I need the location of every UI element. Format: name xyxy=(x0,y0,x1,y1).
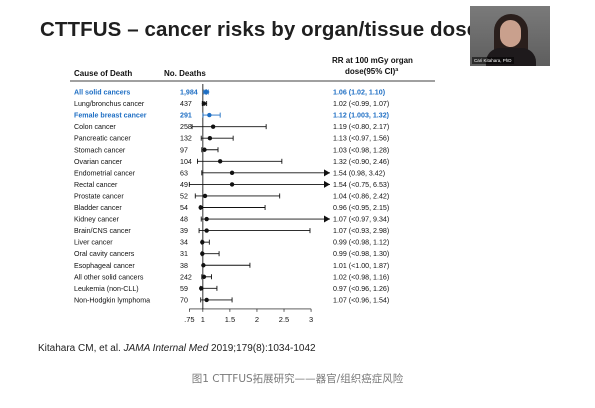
row-cause-label: Non-Hodgkin lymphoma xyxy=(74,296,150,304)
row-rr-ci-label: 1.06 (1.02, 1.10) xyxy=(333,89,386,97)
row-rr-ci-label: 0.97 (<0.96, 1.26) xyxy=(333,285,389,293)
x-tick-label: 1 xyxy=(201,315,205,324)
row-deaths-value: 31 xyxy=(180,250,188,258)
row-deaths-value: 70 xyxy=(180,296,188,304)
row-deaths-value: 34 xyxy=(180,239,188,247)
row-deaths-value: 258 xyxy=(180,123,192,131)
point-estimate xyxy=(202,147,207,152)
row-rr-ci-label: 1.12 (1.003, 1.32) xyxy=(333,112,390,120)
row-rr-ci-label: 1.54 (<0.75, 6.53) xyxy=(333,181,389,189)
row-deaths-value: 437 xyxy=(180,100,192,108)
row-rr-ci-label: 0.99 (<0.98, 1.30) xyxy=(333,250,389,258)
header-rr-line2: dose(95% CI)ª xyxy=(345,67,398,76)
x-tick-label: .75 xyxy=(184,315,194,324)
webcam-name-label: Cari Kitahara, PhD xyxy=(472,57,514,64)
row-rr-ci-label: 1.04 (<0.86, 2.42) xyxy=(333,192,389,200)
row-cause-label: Liver cancer xyxy=(74,239,113,247)
row-deaths-value: 54 xyxy=(180,204,188,212)
row-cause-label: Bladder cancer xyxy=(74,204,122,212)
row-rr-ci-label: 1.07 (<0.93, 2.98) xyxy=(333,227,389,235)
point-estimate xyxy=(200,239,205,245)
row-deaths-value: 97 xyxy=(180,146,188,154)
x-tick-label: 1.5 xyxy=(225,315,235,324)
citation-details: 2019;179(8):1034-1042 xyxy=(208,343,316,354)
webcam-thumbnail: Cari Kitahara, PhD xyxy=(470,6,550,66)
point-estimate xyxy=(201,263,206,268)
forest-plot: Cause of Death No. Deaths RR at 100 mGy or… xyxy=(70,56,435,324)
citation-authors: Kitahara CM, et al. xyxy=(38,343,124,354)
ci-arrow-right xyxy=(324,169,330,177)
point-estimate xyxy=(199,286,204,291)
row-deaths-value: 38 xyxy=(180,262,188,270)
row-cause-label: Lung/bronchus cancer xyxy=(74,100,145,108)
point-estimate xyxy=(204,216,209,222)
row-rr-ci-label: 1.02 (<0.98, 1.16) xyxy=(333,273,389,281)
x-tick-label: 2 xyxy=(255,315,259,324)
row-deaths-value: 39 xyxy=(180,227,188,235)
figure-caption: 图1 CTTFUS拓展研究——器官/组织癌症风险 xyxy=(191,373,404,385)
point-estimate xyxy=(204,228,209,233)
point-estimate xyxy=(207,136,213,141)
row-cause-label: Leukemia (non-CLL) xyxy=(74,285,139,293)
row-cause-label: Pancreatic cancer xyxy=(74,135,131,143)
row-cause-label: All solid cancers xyxy=(74,89,130,97)
row-rr-ci-label: 1.19 (<0.80, 2.17) xyxy=(333,123,389,131)
row-cause-label: Endometrial cancer xyxy=(74,169,136,177)
point-estimate xyxy=(229,182,235,187)
point-estimate xyxy=(201,101,207,106)
ci-arrow-right xyxy=(324,215,330,223)
row-deaths-value: 49 xyxy=(180,181,188,189)
header-cause: Cause of Death xyxy=(74,69,132,78)
row-cause-label: All other solid cancers xyxy=(74,273,144,281)
row-deaths-value: 242 xyxy=(180,273,192,281)
row-rr-ci-label: 1.03 (<0.98, 1.28) xyxy=(333,146,389,154)
row-cause-label: Colon cancer xyxy=(74,123,116,131)
citation-journal: JAMA Internal Med xyxy=(123,343,209,354)
row-cause-label: Ovarian cancer xyxy=(74,158,123,166)
point-estimate xyxy=(201,274,207,279)
row-cause-label: Oral cavity cancers xyxy=(74,250,135,258)
point-estimate xyxy=(200,251,205,256)
row-deaths-value: 1,984 xyxy=(180,89,198,97)
ci-arrow-right xyxy=(324,180,330,188)
row-cause-label: Stomach cancer xyxy=(74,146,126,154)
row-rr-ci-label: 1.54 (0.98, 3.42) xyxy=(333,169,385,177)
row-cause-label: Prostate cancer xyxy=(74,192,124,200)
row-deaths-value: 132 xyxy=(180,135,192,143)
row-rr-ci-label: 1.13 (<0.97, 1.56) xyxy=(333,135,389,143)
row-cause-label: Rectal cancer xyxy=(74,181,118,189)
row-cause-label: Kidney cancer xyxy=(74,216,120,224)
x-tick-label: 3 xyxy=(309,315,313,324)
row-rr-ci-label: 1.02 (<0.99, 1.07) xyxy=(333,100,389,108)
row-deaths-value: 52 xyxy=(180,192,188,200)
slide-title: CTTFUS – cancer risks by organ/tissue do… xyxy=(40,18,479,41)
row-deaths-value: 63 xyxy=(180,169,188,177)
row-cause-label: Female breast cancer xyxy=(74,112,147,120)
webcam-person-face xyxy=(500,20,521,47)
row-deaths-value: 59 xyxy=(180,285,188,293)
point-estimate-diamond xyxy=(202,89,210,95)
row-deaths-value: 104 xyxy=(180,158,192,166)
point-estimate xyxy=(210,124,216,129)
point-estimate xyxy=(202,193,208,199)
row-rr-ci-label: 1.32 (<0.90, 2.46) xyxy=(333,158,389,166)
point-estimate xyxy=(217,159,223,164)
header-deaths: No. Deaths xyxy=(164,69,206,78)
row-rr-ci-label: 0.99 (<0.98, 1.12) xyxy=(333,239,389,247)
header-rr-line1: RR at 100 mGy organ xyxy=(332,56,413,65)
row-deaths-value: 48 xyxy=(180,216,188,224)
row-deaths-value: 291 xyxy=(180,112,192,120)
point-estimate xyxy=(229,170,235,176)
point-estimate xyxy=(204,297,209,303)
row-rr-ci-label: 1.07 (<0.96, 1.54) xyxy=(333,296,389,304)
x-tick-label: 2.5 xyxy=(279,315,289,324)
row-rr-ci-label: 1.07 (<0.97, 9.34) xyxy=(333,216,389,224)
row-rr-ci-label: 1.01 (<1.00, 1.87) xyxy=(333,262,389,270)
point-estimate xyxy=(198,205,203,210)
point-estimate xyxy=(207,112,212,118)
row-rr-ci-label: 0.96 (<0.95, 2.15) xyxy=(333,204,389,212)
row-cause-label: Brain/CNS cancer xyxy=(74,227,131,235)
row-cause-label: Esophageal cancer xyxy=(74,262,135,270)
citation: Kitahara CM, et al. JAMA Internal Med 20… xyxy=(38,343,316,354)
